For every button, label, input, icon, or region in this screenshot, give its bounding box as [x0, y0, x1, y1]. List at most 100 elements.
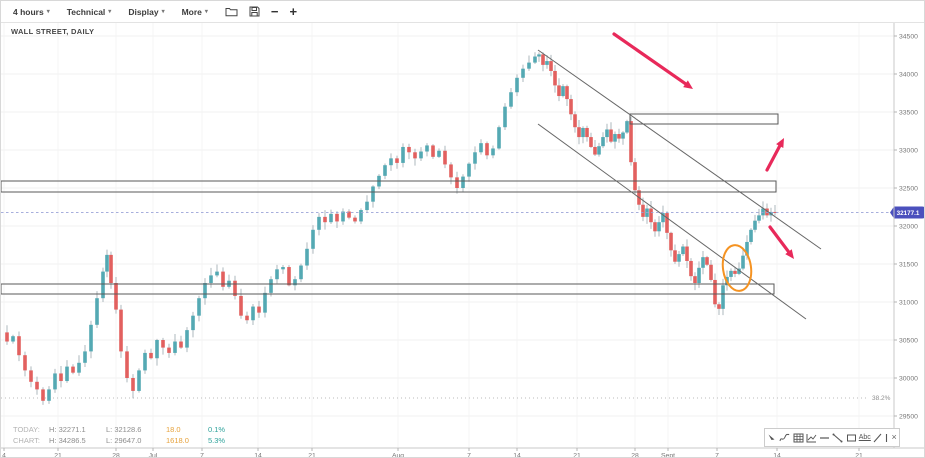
annotations: [1, 32, 822, 320]
display-menu-label: Display: [128, 6, 159, 17]
fib-retracement-level: 38.2%: [1, 395, 891, 402]
zoom-out-button[interactable]: −: [271, 5, 279, 18]
vertical-line-tool-button[interactable]: [884, 433, 889, 443]
chevron-down-icon: ▾: [204, 9, 208, 15]
chart-change: 1618.0: [166, 436, 189, 445]
y-axis-tick-label: 33500: [899, 109, 918, 116]
close-icon: ×: [891, 432, 897, 442]
technical-menu-label: Technical: [66, 6, 106, 17]
chart-low: L: 29647.0: [106, 436, 142, 445]
chart-label: CHART:: [13, 436, 40, 445]
y-axis: 34500 34000 33500 33000 32500 32000 31500 31000…: [894, 33, 918, 420]
today-change: 18.0: [166, 425, 181, 434]
close-toolbar-button[interactable]: ×: [891, 433, 896, 442]
current-price-tag: 32177.1: [897, 210, 920, 217]
save-chart-button[interactable]: [249, 6, 260, 17]
fib-level-label: 38.2%: [872, 395, 891, 402]
annotation-arrow: [765, 138, 784, 172]
annotation-channel-line: [537, 49, 822, 250]
x-axis: 4 21 28 Jul 7 14 21 Aug 7 14 21 28 Sept 7 14 21: [2, 448, 863, 458]
cursor-tool-button[interactable]: [767, 433, 777, 443]
x-axis-tick-label: 28: [112, 453, 120, 458]
y-axis-tick-label: 32000: [899, 223, 918, 230]
price-info-overlay: TODAY: H: 32271.1 L: 32128.6 18.0 0.1% C…: [13, 424, 248, 446]
x-axis-tick-label: 21: [855, 453, 863, 458]
open-chart-button[interactable]: [225, 6, 238, 17]
x-axis-tick-label: 14: [513, 453, 521, 458]
y-axis-tick-label: 30500: [899, 337, 918, 344]
timeframe-menu-label: 4 hours: [13, 6, 44, 17]
trendline-tool-button[interactable]: [832, 433, 843, 443]
y-axis-tick-label: 29500: [899, 413, 918, 420]
chevron-down-icon: ▾: [46, 9, 50, 15]
today-high: H: 32271.1: [49, 425, 86, 434]
rectangle-icon: [846, 433, 857, 443]
annotation-ellipse: [721, 244, 753, 292]
x-axis-tick-label: 4: [2, 453, 6, 458]
x-axis-tick-label: 21: [308, 453, 316, 458]
annotation-box: [1, 283, 775, 295]
chart-change-pct: 5.3%: [208, 436, 226, 445]
annotation-arrow: [768, 225, 794, 259]
x-axis-tick-label: 21: [573, 453, 581, 458]
chevron-down-icon: ▾: [161, 9, 165, 15]
drawing-toolbar: Abc ×: [764, 428, 900, 447]
x-axis-tick-label: 7: [200, 453, 204, 458]
chevron-down-icon: ▾: [108, 9, 112, 15]
indicators-icon: [806, 433, 817, 443]
technical-menu[interactable]: Technical ▾: [67, 7, 112, 17]
y-axis-tick-label: 30000: [899, 375, 918, 382]
folder-icon: [225, 6, 238, 17]
grid-tool-button[interactable]: [793, 433, 804, 443]
x-axis-tick-label: Jul: [149, 453, 158, 458]
x-axis-tick-label: 14: [254, 453, 262, 458]
x-axis-tick-label: 28: [631, 453, 639, 458]
today-change-pct: 0.1%: [208, 425, 226, 434]
more-menu-label: More: [181, 6, 202, 17]
zoom-in-button[interactable]: +: [290, 5, 298, 18]
save-icon: [249, 6, 260, 17]
ray-icon: [873, 433, 882, 443]
annotation-arrow: [612, 32, 693, 89]
grid-icon: [793, 433, 804, 443]
today-label: TODAY:: [13, 425, 40, 434]
text-tool-button[interactable]: Abc: [859, 434, 871, 441]
current-price-line: 32177.1: [1, 206, 924, 219]
x-axis-tick-label: Sept: [661, 453, 675, 458]
horizontal-line-icon: [819, 433, 830, 443]
y-axis-tick-label: 31500: [899, 261, 918, 268]
freehand-tool-button[interactable]: [779, 433, 790, 443]
indicators-tool-button[interactable]: [806, 433, 817, 443]
more-menu[interactable]: More ▾: [182, 7, 208, 17]
display-menu[interactable]: Display ▾: [128, 7, 164, 17]
x-axis-tick-label: 21: [54, 453, 62, 458]
minus-icon: −: [270, 4, 279, 19]
rectangle-tool-button[interactable]: [846, 433, 857, 443]
axes: [1, 23, 924, 449]
instrument-label: WALL STREET, DAILY: [11, 27, 95, 36]
annotation-channel-line: [537, 123, 807, 320]
y-axis-tick-label: 33000: [899, 147, 918, 154]
chart-high: H: 34286.5: [49, 436, 86, 445]
x-axis-tick-label: 14: [773, 453, 781, 458]
x-axis-tick-label: Aug: [392, 453, 404, 458]
x-axis-tick-label: 7: [467, 453, 471, 458]
today-low: L: 32128.6: [106, 425, 142, 434]
chart-stats-row: CHART: H: 34286.5 L: 29647.0 1618.0 5.3%: [13, 435, 248, 446]
y-axis-tick-label: 34000: [899, 71, 918, 78]
today-stats-row: TODAY: H: 32271.1 L: 32128.6 18.0 0.1%: [13, 424, 248, 435]
annotation-box: [1, 180, 777, 193]
freehand-icon: [779, 433, 790, 443]
trendline-icon: [832, 433, 843, 443]
horizontal-line-tool-button[interactable]: [819, 433, 830, 443]
y-axis-tick-label: 32500: [899, 185, 918, 192]
timeframe-menu[interactable]: 4 hours ▾: [13, 7, 50, 17]
candles: [5, 52, 777, 405]
text-icon: Abc: [858, 434, 871, 441]
grid-lines: [1, 23, 894, 448]
plus-icon: +: [289, 4, 298, 19]
top-toolbar: 4 hours ▾ Technical ▾ Display ▾ More ▾ −…: [1, 1, 924, 23]
ray-tool-button[interactable]: [873, 433, 882, 443]
